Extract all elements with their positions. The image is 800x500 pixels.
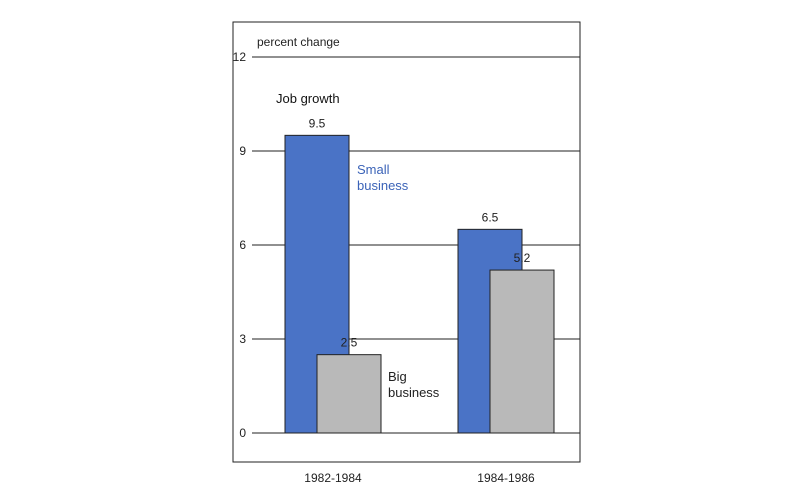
series-label-small-business: Small business [357, 162, 409, 193]
y-tick-label-0: 0 [239, 426, 246, 440]
category-label-1984-1986: 1984-1986 [477, 471, 535, 485]
series-labels: Small business Big business [357, 162, 440, 400]
y-tick-label-3: 3 [239, 332, 246, 346]
value-label-small-1982-1984: 9.5 [309, 116, 326, 130]
y-axis-ticks: 0 3 6 9 12 [233, 50, 247, 440]
bars [284, 134, 555, 434]
y-tick-label-6: 6 [239, 238, 246, 252]
value-label-small-1984-1986: 6.5 [482, 210, 499, 224]
y-tick-label-12: 12 [233, 50, 247, 64]
value-label-big-1984-1986: 5.2 [514, 251, 531, 265]
bar-big-business-1984-1986 [489, 269, 555, 434]
y-axis-unit-label: percent change [257, 35, 340, 49]
bar-big-business-1982-1984 [316, 354, 382, 434]
chart-title: Job growth [276, 91, 340, 106]
value-label-big-1982-1984: 2.5 [341, 336, 358, 350]
value-labels: 9.5 6.5 2.5 5.2 [309, 116, 531, 349]
plot-frame [232, 21, 581, 463]
y-tick-label-9: 9 [239, 144, 246, 158]
category-labels: 1982-1984 1984-1986 [304, 471, 535, 485]
series-label-big-business: Big business [388, 369, 440, 400]
category-label-1982-1984: 1982-1984 [304, 471, 362, 485]
